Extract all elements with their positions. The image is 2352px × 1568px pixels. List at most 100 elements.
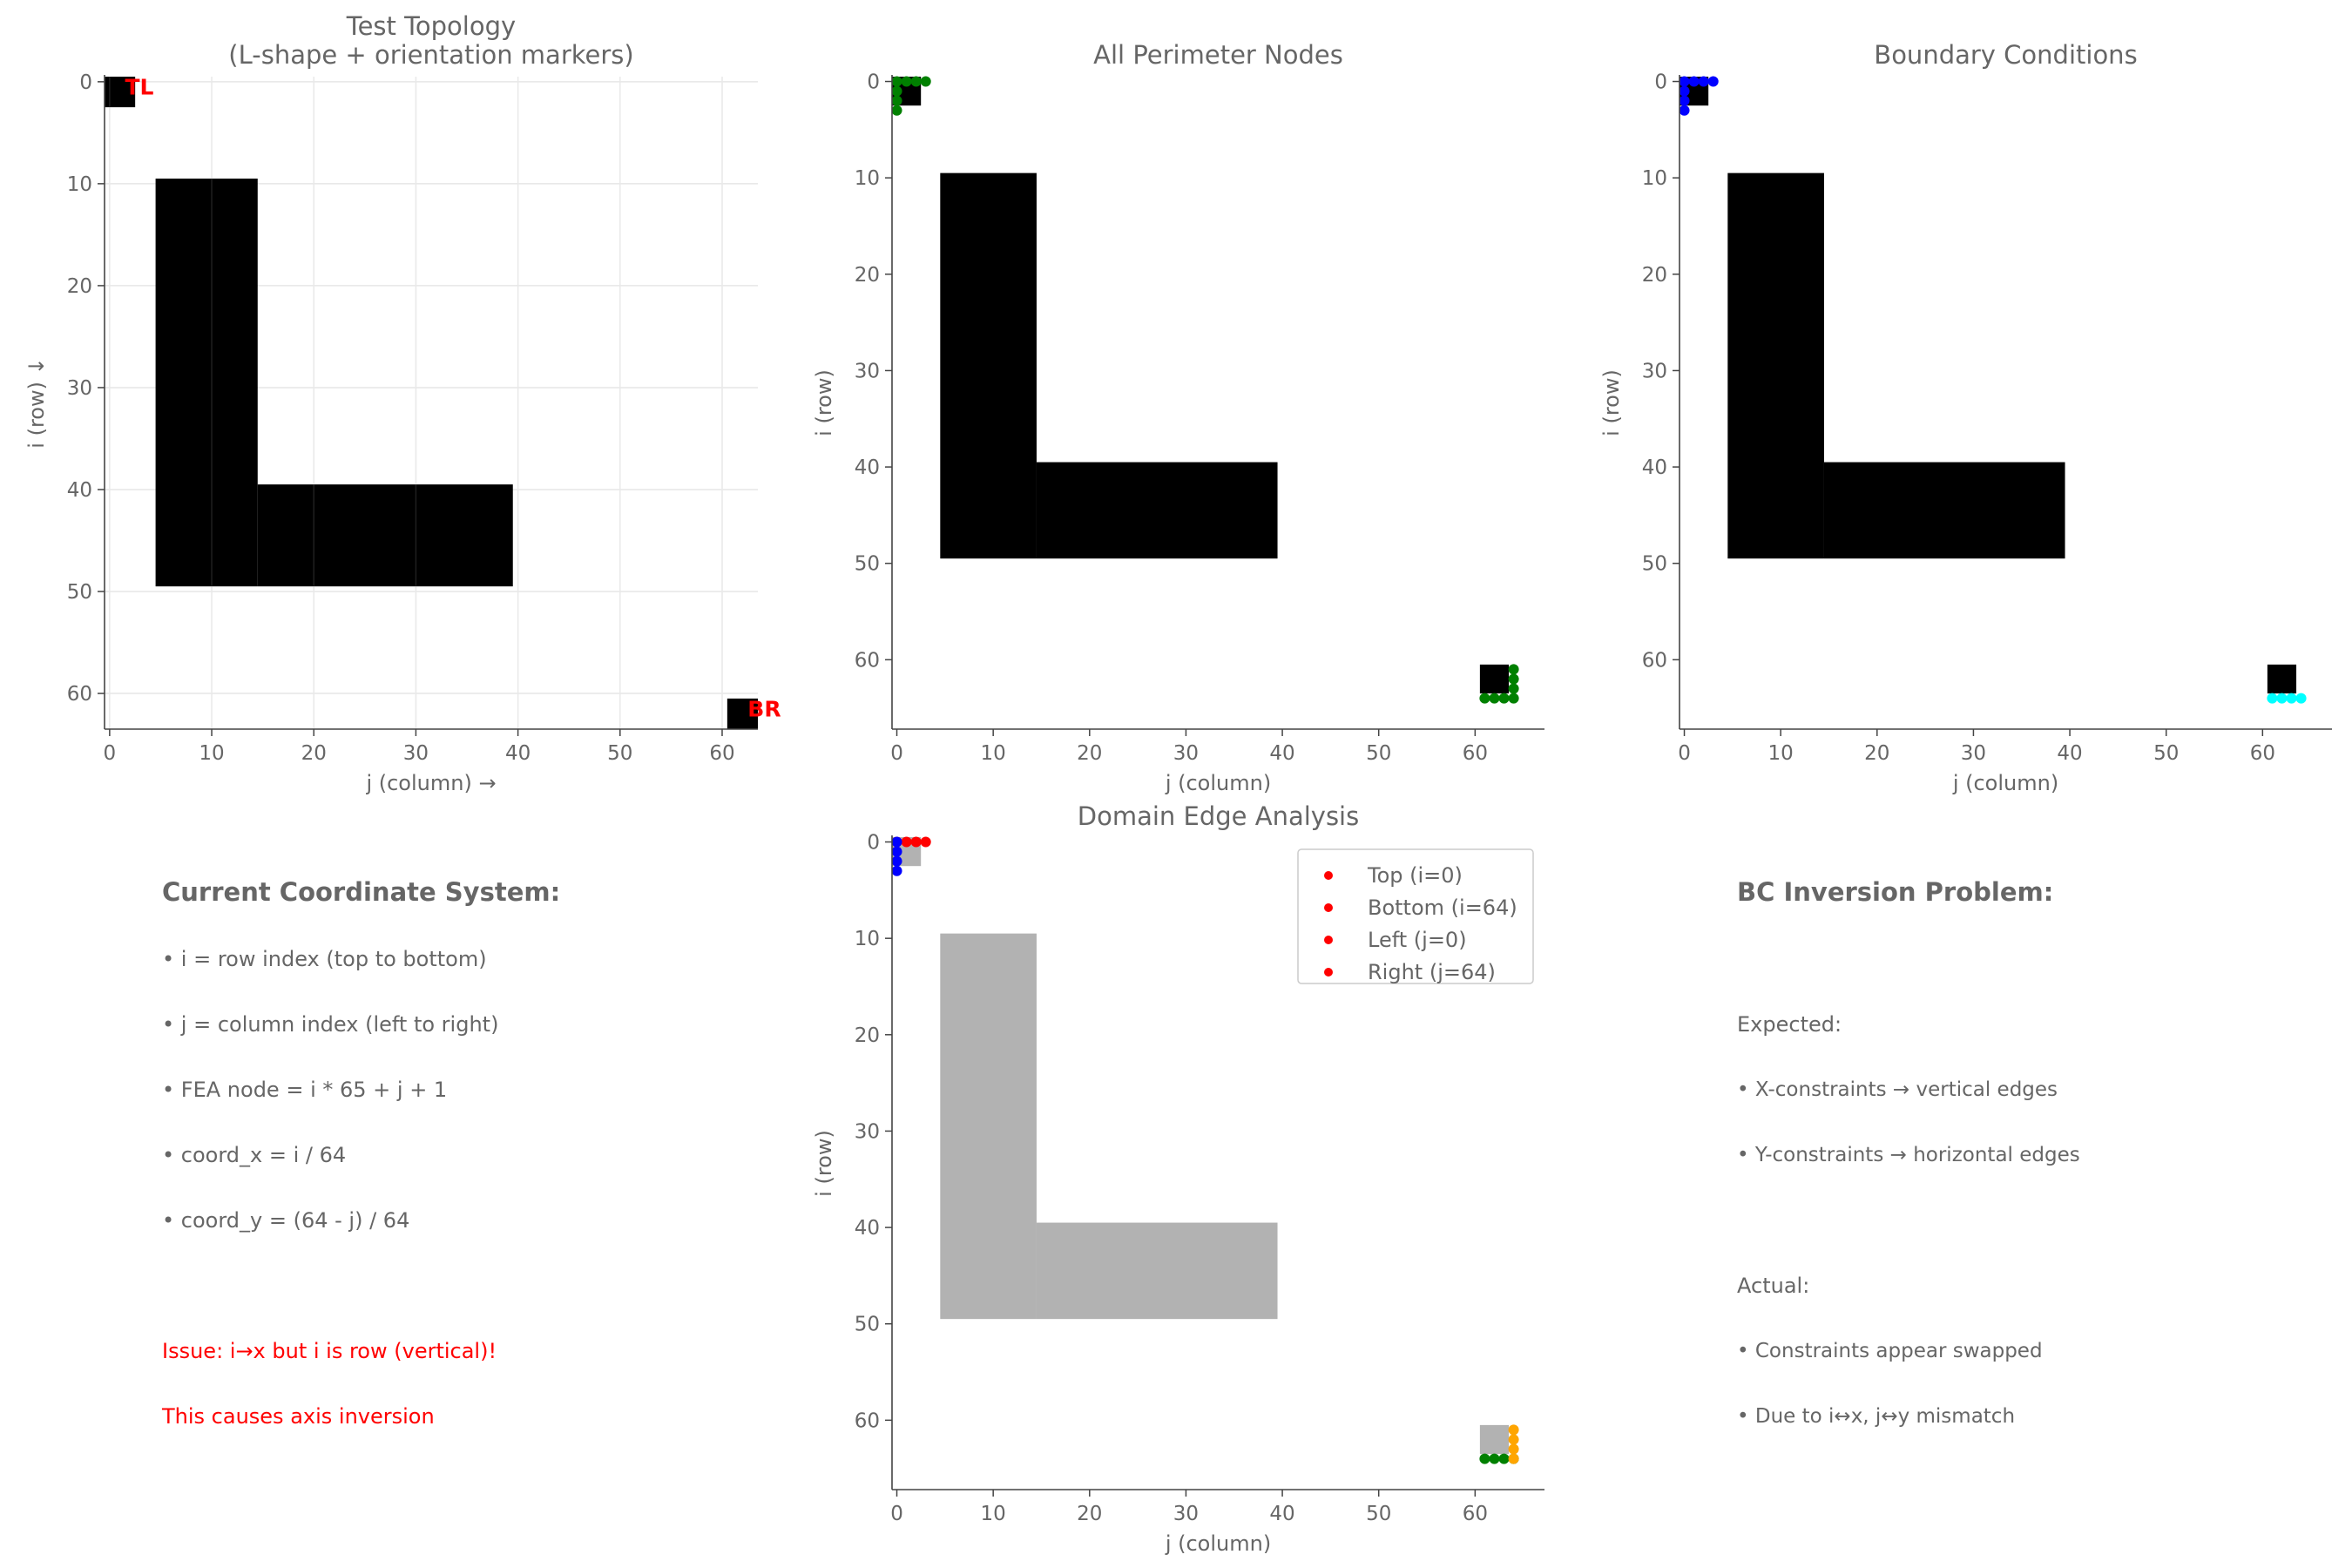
data-point [920, 76, 931, 87]
chart-title: All Perimeter Nodes [1093, 40, 1343, 70]
x-tick-label: 40 [505, 742, 531, 765]
data-point [1679, 76, 1690, 87]
x-tick-label: 50 [2153, 742, 2179, 765]
data-point [1688, 76, 1700, 87]
legend-entry: Right (j=64) [1368, 960, 1496, 984]
y-tick-label: 30 [1642, 360, 1667, 382]
filled-region [1036, 1222, 1278, 1320]
x-tick-label: 20 [1077, 1503, 1102, 1525]
y-tick-label: 50 [855, 553, 880, 576]
data-point [891, 846, 902, 857]
data-point [1498, 1453, 1510, 1464]
x-axis-label: j (column) [1165, 1531, 1271, 1556]
chart-bc: 0 10 20 30 40 50 60 0 10 20 30 40 50 60 j (column) i (r… [1599, 40, 2332, 795]
y-tick-label: 50 [67, 581, 92, 604]
x-tick-label: 20 [301, 742, 327, 765]
coord-line: • coord_y = (64 - j) / 64 [162, 1208, 410, 1233]
y-axis-label: i (row) ↓ [24, 357, 49, 448]
legend-entry: Left (j=0) [1368, 928, 1467, 952]
data-point [901, 836, 912, 848]
filled-region [257, 484, 513, 587]
x-tick-label: 10 [981, 742, 1006, 765]
filled-region [940, 172, 1037, 559]
data-point [1508, 1443, 1519, 1455]
data-point [1508, 683, 1519, 694]
chart-perimeter: 0 10 20 30 40 50 60 0 10 20 30 40 50 60 j (column) i (r… [812, 40, 1544, 795]
actual-line: • Due to i↔x, j↔y mismatch [1737, 1405, 2016, 1428]
x-tick-label: 40 [2057, 742, 2082, 765]
chart-topology: TL BR 0 10 20 30 40 50 60 0 10 20 30 40 50 60 j (column)… [24, 11, 781, 795]
legend-marker [1324, 936, 1333, 944]
x-tick-label: 30 [1173, 742, 1199, 765]
filled-region [155, 179, 258, 587]
x-axis-label: j (column) [1165, 771, 1271, 795]
data-point [1508, 664, 1519, 675]
data-point [891, 85, 902, 97]
x-tick-label: 0 [104, 742, 117, 765]
data-point [2295, 693, 2307, 704]
chart-title: Domain Edge Analysis [1078, 801, 1359, 831]
y-tick-label: 60 [855, 1409, 880, 1432]
legend-marker [1324, 903, 1333, 912]
x-tick-label: 0 [1678, 742, 1691, 765]
y-axis-label: i (row) [1599, 369, 1624, 436]
data-point [1508, 1453, 1519, 1464]
data-point [1508, 1424, 1519, 1436]
x-tick-label: 50 [1366, 1503, 1391, 1525]
data-point [910, 76, 922, 87]
data-point [1479, 693, 1490, 704]
legend-marker [1324, 968, 1333, 977]
x-tick-label: 50 [607, 742, 632, 765]
actual-line: • Constraints appear swapped [1737, 1340, 2043, 1362]
y-tick-label: 40 [1642, 456, 1667, 479]
data-point [1479, 1453, 1490, 1464]
x-tick-label: 0 [890, 1503, 903, 1525]
y-tick-label: 30 [855, 1120, 880, 1143]
legend-entry: Bottom (i=64) [1368, 896, 1517, 920]
chart-title: (L-shape + orientation markers) [228, 40, 633, 70]
expected-label: Expected: [1737, 1012, 1842, 1037]
coord-line: • i = row index (top to bottom) [162, 947, 487, 971]
y-tick-label: 40 [855, 1217, 880, 1240]
y-tick-label: 10 [855, 928, 880, 950]
y-tick-label: 10 [855, 167, 880, 190]
y-tick-label: 50 [855, 1314, 880, 1336]
data-point [901, 76, 912, 87]
y-tick-label: 0 [867, 71, 880, 94]
x-axis-label: j (column) → [365, 771, 496, 795]
data-point [891, 836, 902, 848]
filled-region [1479, 1424, 1510, 1455]
issue-line: This causes axis inversion [162, 1404, 435, 1429]
y-tick-label: 60 [1642, 649, 1667, 672]
y-tick-label: 10 [67, 173, 92, 196]
data-point [1508, 673, 1519, 685]
y-axis-label: i (row) [812, 1130, 836, 1197]
x-tick-label: 40 [1269, 742, 1294, 765]
annotation-label: BR [747, 697, 781, 722]
chart-title: Boundary Conditions [1874, 40, 2137, 70]
coord-line: • FEA node = i * 65 + j + 1 [162, 1078, 448, 1102]
data-point [1707, 76, 1719, 87]
x-tick-label: 60 [2250, 742, 2275, 765]
expected-line: • X-constraints → vertical edges [1737, 1078, 2058, 1101]
x-tick-label: 0 [890, 742, 903, 765]
x-tick-label: 20 [1864, 742, 1889, 765]
data-point [1679, 95, 1690, 106]
x-tick-label: 60 [1463, 742, 1488, 765]
data-point [910, 836, 922, 848]
y-tick-label: 60 [67, 683, 92, 706]
issue-line: Issue: i→x but i is row (vertical)! [162, 1339, 497, 1363]
filled-region [727, 698, 758, 729]
x-tick-label: 30 [1961, 742, 1986, 765]
data-point [891, 76, 902, 87]
data-point [891, 105, 902, 116]
y-tick-label: 20 [855, 1024, 880, 1047]
data-point [2267, 693, 2278, 704]
x-tick-label: 10 [981, 1503, 1006, 1525]
chart-edges: 0 10 20 30 40 50 60 0 10 20 30 40 50 60 j (column) i (r… [812, 801, 1544, 1556]
x-tick-label: 30 [1173, 1503, 1199, 1525]
data-point [1679, 85, 1690, 97]
y-tick-label: 30 [855, 360, 880, 382]
coord-system-panel: Current Coordinate System: • i = row ind… [162, 0, 772, 1568]
